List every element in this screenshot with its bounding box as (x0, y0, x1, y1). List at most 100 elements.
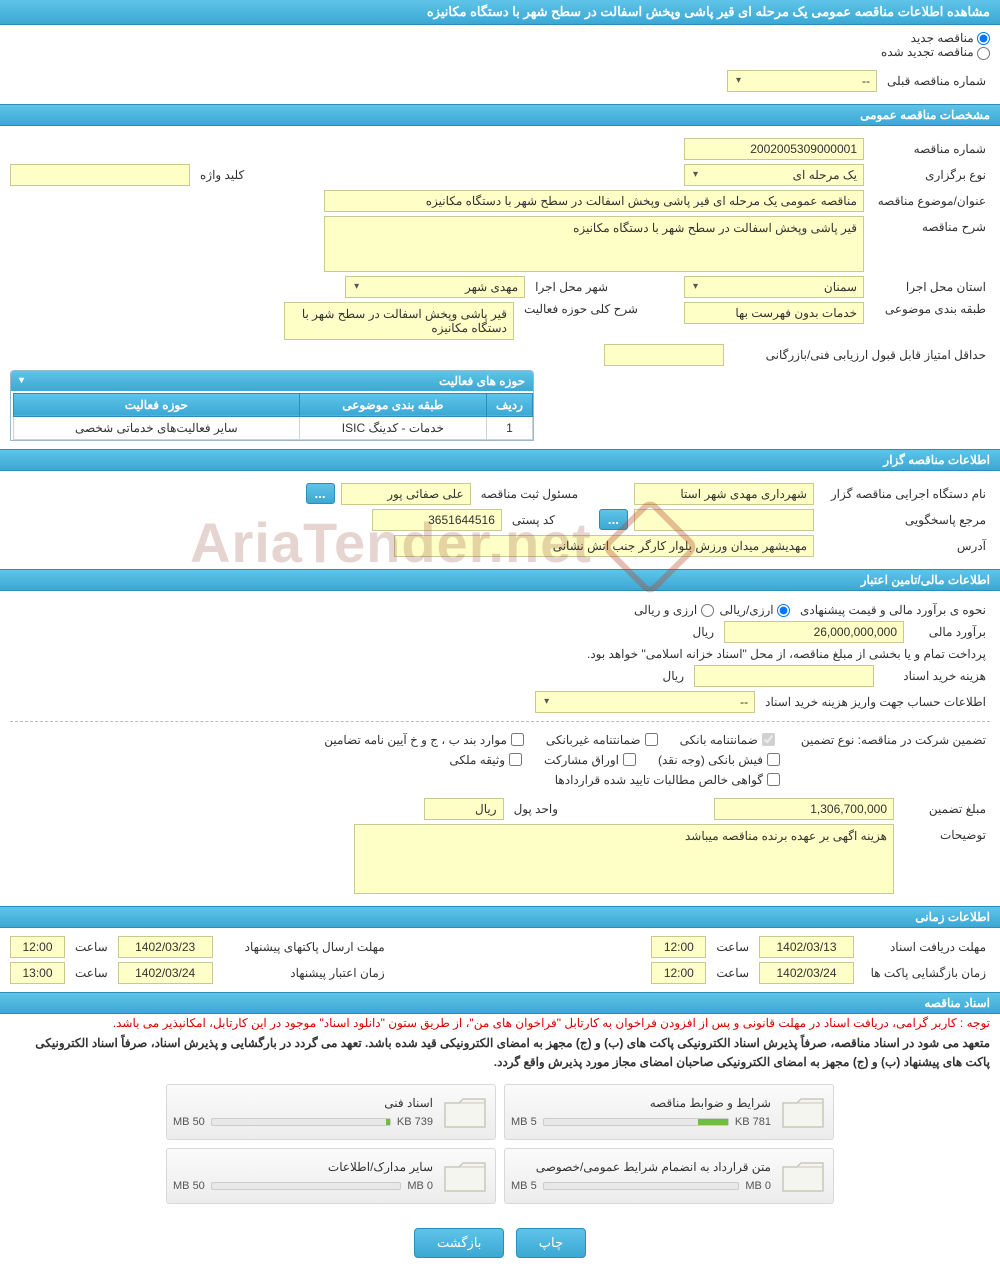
file-name: شرایط و ضوابط مناقصه (511, 1096, 771, 1110)
activity-table: ردیف طبقه بندی موضوعی حوزه فعالیت 1 خدما… (13, 393, 533, 440)
activity-table-title: حوزه های فعالیت (439, 374, 525, 388)
activity-table-head[interactable]: حوزه های فعالیت ▾ (11, 371, 533, 391)
hold-type-select[interactable]: یک مرحله ای ▾ (684, 164, 864, 186)
receipt-deadline-date: 1402/03/13 (759, 936, 854, 958)
account-label: اطلاعات حساب جهت واریز هزینه خرید اسناد (761, 695, 990, 709)
chk-bonds[interactable]: اوراق مشارکت (544, 753, 636, 767)
city-select[interactable]: مهدی شهر ▾ (345, 276, 525, 298)
account-select[interactable]: -- ▾ (535, 691, 755, 713)
radio-mode-currency[interactable]: ارزی و ریالی (634, 603, 714, 617)
file-card[interactable]: سایر مدارک/اطلاعات 0 MB 50 MB (166, 1148, 496, 1204)
guarantee-amount-label: مبلغ تضمین (900, 802, 990, 816)
participation-label: تضمین شرکت در مناقصه: نوع تضمین (797, 733, 990, 747)
chk-net-cert[interactable]: گواهی خالص مطالبات تایید شده قراردادها (555, 773, 780, 787)
city-label: شهر محل اجرا (531, 280, 612, 294)
section-docs-body: توجه : کاربر گرامی، دریافت اسناد در مهلت… (0, 1014, 1000, 1214)
mode-rial-label: ارزی/ریالی (720, 603, 774, 617)
file-cap: 5 MB (511, 1116, 537, 1128)
file-used: 781 KB (735, 1116, 771, 1128)
estimate-mode-label: نحوه ی برآورد مالی و قیمت پیشنهادی (796, 603, 990, 617)
folder-icon (779, 1155, 827, 1197)
receipt-deadline-label: مهلت دریافت اسناد (860, 940, 990, 954)
page-title: مشاهده اطلاعات مناقصه عمومی یک مرحله ای … (0, 0, 1000, 25)
folder-icon (779, 1091, 827, 1133)
keyword-field[interactable] (10, 164, 190, 186)
hour-label-4: ساعت (71, 966, 112, 980)
doc-fee-field[interactable] (694, 665, 874, 687)
treasury-note: پرداخت تمام و یا بخشی از مبلغ مناقصه، از… (583, 647, 990, 661)
org-label: نام دستگاه اجرایی مناقصه گزار (820, 487, 990, 501)
hold-type-label: نوع برگزاری (870, 168, 990, 182)
opening-date: 1402/03/24 (759, 962, 854, 984)
category-label: طبقه بندی موضوعی (870, 302, 990, 316)
registrar-field: علی صفائی پور (341, 483, 471, 505)
category-field: خدمات بدون فهرست بها (684, 302, 864, 324)
hour-label-2: ساعت (71, 940, 112, 954)
col-activity: حوزه فعالیت (14, 393, 300, 416)
postcode-label: کد پستی (508, 513, 559, 527)
responder-label: مرجع پاسخگویی (820, 513, 990, 527)
timing-row-1: مهلت دریافت اسناد 1402/03/13 ساعت 12:00 … (0, 934, 1000, 960)
subject-label: عنوان/موضوع مناقصه (870, 194, 990, 208)
chk-bank-receipt[interactable]: فیش بانکی (وجه نقد) (658, 753, 780, 767)
file-meta: شرایط و ضوابط مناقصه 781 KB 5 MB (511, 1096, 771, 1128)
chk-property[interactable]: وثیقه ملکی (449, 753, 522, 767)
folder-icon (441, 1091, 489, 1133)
currency-unit-label: واحد پول (510, 802, 562, 816)
prev-number-value: -- (862, 74, 870, 88)
tender-no-field: 2002005309000001 (684, 138, 864, 160)
min-score-label: حداقل امتیاز قابل قبول ارزیابی فنی/بازرگ… (730, 348, 990, 362)
province-select[interactable]: سمنان ▾ (684, 276, 864, 298)
button-row: چاپ بازگشت (0, 1214, 1000, 1272)
col-row-no: ردیف (487, 393, 533, 416)
cell-category: خدمات - کدینگ ISIC (299, 416, 486, 439)
opening-label: زمان بازگشایی پاکت ها (860, 966, 990, 980)
file-card[interactable]: شرایط و ضوابط مناقصه 781 KB 5 MB (504, 1084, 834, 1140)
chevron-down-icon: ▾ (354, 281, 359, 292)
radio-new-label: مناقصه جدید (911, 31, 974, 45)
cell-row-no: 1 (487, 416, 533, 439)
doc-fee-label: هزینه خرید اسناد (880, 669, 990, 683)
estimate-field: 26,000,000,000 (724, 621, 904, 643)
currency-unit-field: ریال (424, 798, 504, 820)
radio-mode-rial[interactable]: ارزی/ریالی (720, 603, 790, 617)
section-timing-head: اطلاعات زمانی (0, 906, 1000, 928)
chevron-down-icon: ▾ (693, 169, 698, 180)
file-cap: 50 MB (173, 1180, 205, 1192)
chk-nonbank-guarantee[interactable]: ضمانتنامه غیربانکی (546, 733, 658, 747)
doc-fee-unit: ریال (658, 669, 688, 683)
account-value: -- (740, 695, 748, 709)
file-bar (543, 1118, 729, 1126)
cell-activity: سایر فعالیت‌های خدماتی شخصی (14, 416, 300, 439)
radio-renewed-tender[interactable]: مناقصه تجدید شده (881, 45, 990, 59)
col-category: طبقه بندی موضوعی (299, 393, 486, 416)
registrar-lookup-button[interactable]: ... (306, 483, 335, 504)
chk-bylaw-items[interactable]: موارد بند ب ، ج و خ آیین نامه تضامین (324, 733, 524, 747)
file-cap: 5 MB (511, 1180, 537, 1192)
min-score-field[interactable] (604, 344, 724, 366)
radio-new-tender[interactable]: مناقصه جدید (911, 31, 990, 45)
proposal-deadline-date: 1402/03/23 (118, 936, 213, 958)
proposal-deadline-label: مهلت ارسال پاکتهای پیشنهاد (219, 940, 389, 954)
file-card[interactable]: متن قرارداد به انضمام شرایط عمومی/خصوصی … (504, 1148, 834, 1204)
file-name: متن قرارداد به انضمام شرایط عمومی/خصوصی (511, 1160, 771, 1174)
guarantee-amount-field: 1,306,700,000 (714, 798, 894, 820)
validity-time: 13:00 (10, 962, 65, 984)
activity-scope-field: قیر پاشی وپخش اسفالت در سطح شهر با دستگا… (284, 302, 514, 340)
prev-number-select[interactable]: -- ▾ (727, 70, 877, 92)
responder-field[interactable] (634, 509, 814, 531)
proposal-deadline-time: 12:00 (10, 936, 65, 958)
file-meta: سایر مدارک/اطلاعات 0 MB 50 MB (173, 1160, 433, 1192)
section-tenderer-head: اطلاعات مناقصه گزار (0, 449, 1000, 471)
page-root: AriaTender.net مشاهده اطلاعات مناقصه عمو… (0, 0, 1000, 1272)
notes-label: توضیحات (900, 824, 990, 842)
postcode-field: 3651644516 (372, 509, 502, 531)
province-label: استان محل اجرا (870, 280, 990, 294)
file-card[interactable]: اسناد فنی 739 KB 50 MB (166, 1084, 496, 1140)
file-meta: اسناد فنی 739 KB 50 MB (173, 1096, 433, 1128)
responder-lookup-button[interactable]: ... (599, 509, 628, 530)
chevron-down-icon: ▾ (544, 696, 549, 707)
chk-bank-guarantee[interactable]: ضمانتنامه بانکی (680, 733, 775, 747)
hour-label-3: ساعت (712, 966, 753, 980)
divider (10, 721, 990, 722)
